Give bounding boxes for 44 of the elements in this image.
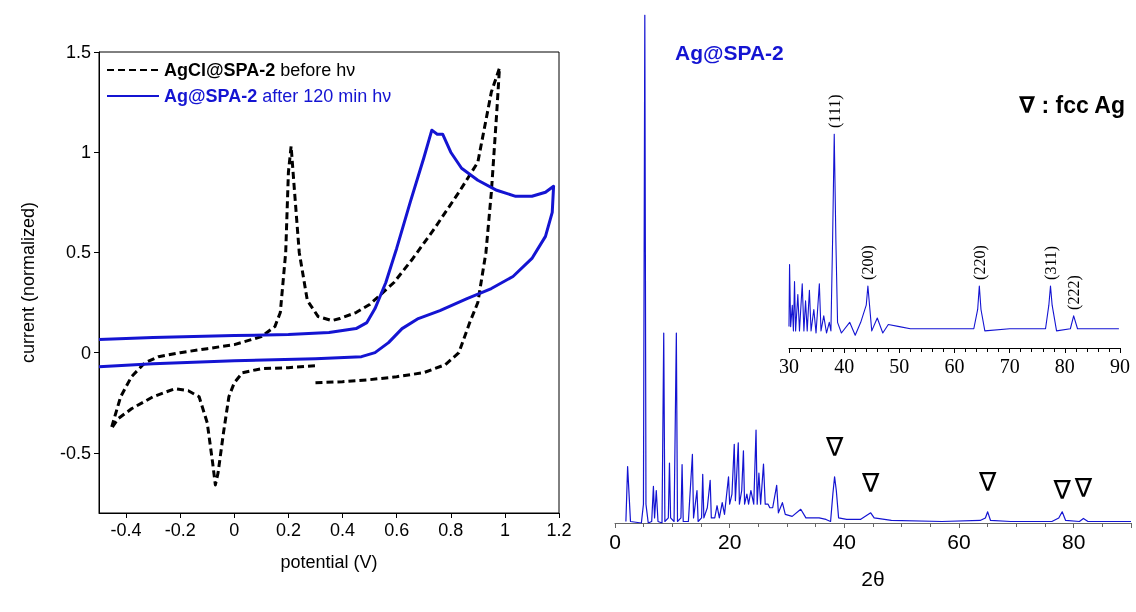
- annotation: ∇: [977, 466, 997, 497]
- annotation: ∇ : fcc Ag: [1019, 92, 1125, 118]
- x-tick-label: 80: [1054, 355, 1075, 377]
- y-tick-label: 1: [80, 142, 91, 163]
- y-tick-label: 0: [80, 342, 91, 363]
- annotation: (200): [859, 245, 878, 280]
- y-axis-title: current (normalized): [18, 201, 38, 364]
- x-tick-label: 40: [832, 530, 857, 553]
- x-tick-label: 0: [229, 520, 240, 540]
- x-tick-label: 30: [779, 355, 799, 377]
- line-series: [97, 128, 556, 369]
- x-tick-label: 70: [999, 355, 1020, 377]
- y-tick-label: 1.5: [65, 42, 91, 62]
- x-tick-label: 0.8: [438, 520, 464, 540]
- annotation: ∇: [824, 431, 844, 462]
- x-tick-label: 0: [609, 530, 621, 553]
- legend-label: AgCl@SPA-2 before hν: [164, 60, 356, 80]
- x-tick-label: 90: [1110, 355, 1130, 377]
- x-axis-title: potential (V): [280, 552, 378, 572]
- x-tick-label: 1: [499, 520, 510, 540]
- series-label: Ag@SPA-2: [675, 41, 784, 64]
- x-tick-label: -0.4: [110, 520, 142, 540]
- x-tick-label: 0.4: [330, 520, 356, 540]
- x-tick-label: 0.2: [275, 520, 301, 540]
- x-tick-label: -0.2: [164, 520, 196, 540]
- legend-label: Ag@SPA-2 after 120 min hν: [164, 86, 392, 106]
- x-axis-title: 2θ: [861, 567, 885, 590]
- x-tick-label: 40: [834, 355, 855, 377]
- x-tick-label: 60: [947, 530, 971, 553]
- annotation: ∇: [861, 467, 880, 498]
- annotation: (222): [1065, 275, 1084, 310]
- x-tick-label: 50: [889, 355, 910, 377]
- x-tick-label: 60: [944, 355, 965, 377]
- annotation: ∇: [1052, 475, 1072, 506]
- x-tick-label: 20: [717, 530, 742, 553]
- x-tick-label: 0.6: [384, 520, 410, 540]
- annotation: (111): [825, 94, 844, 128]
- x-tick-label: 1.2: [546, 520, 572, 540]
- annotation: ∇: [1073, 473, 1093, 504]
- y-tick-label: -0.5: [59, 442, 91, 463]
- annotation: (311): [1041, 245, 1060, 280]
- x-tick-label: 80: [1061, 530, 1086, 553]
- y-tick-label: 0.5: [65, 242, 91, 263]
- annotation: (220): [970, 245, 989, 280]
